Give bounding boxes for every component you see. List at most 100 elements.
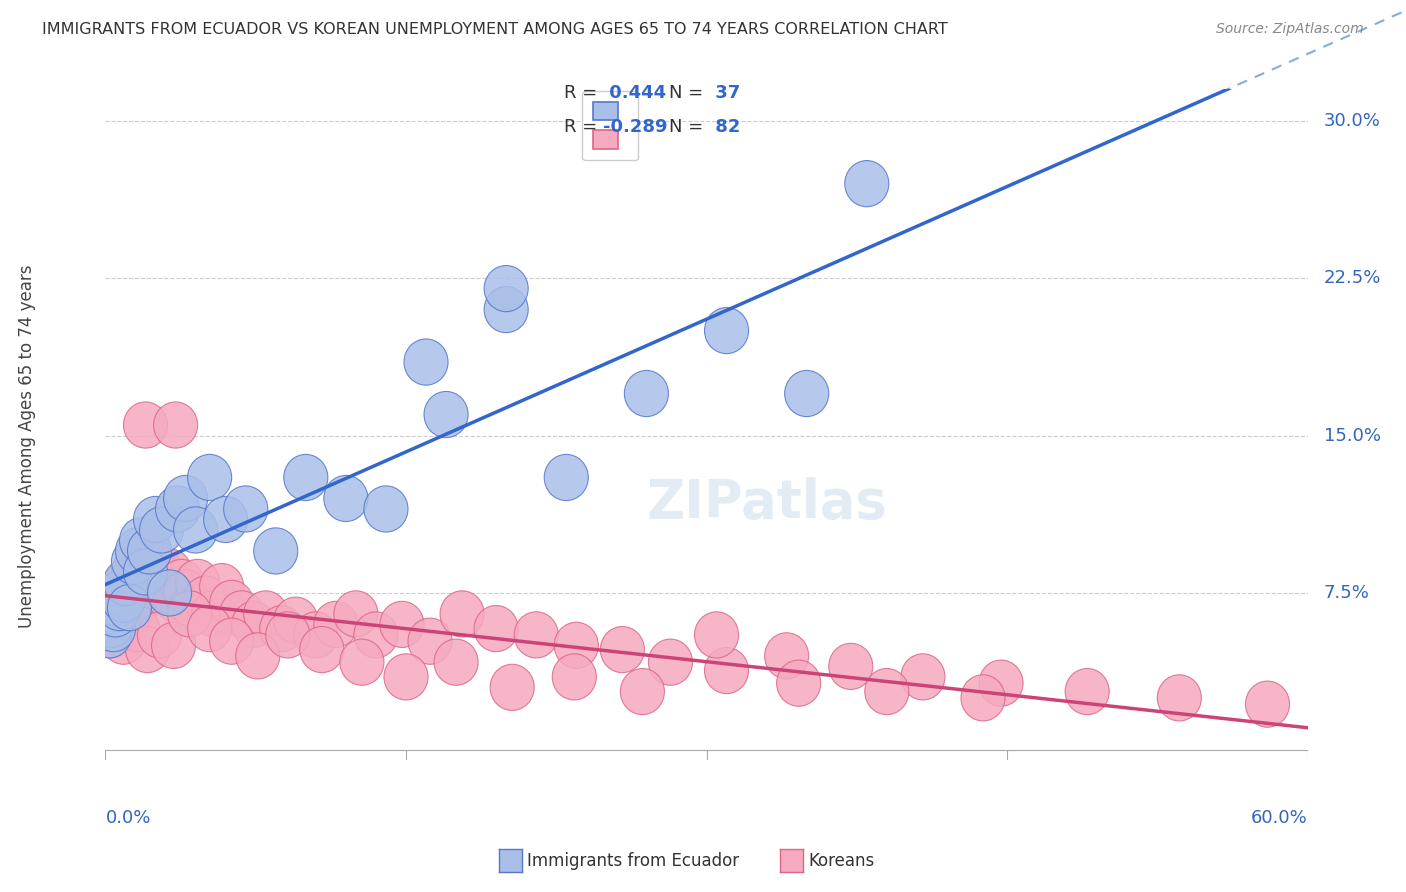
Text: 37: 37 xyxy=(709,84,740,102)
Ellipse shape xyxy=(354,612,398,658)
Ellipse shape xyxy=(704,648,748,694)
Ellipse shape xyxy=(491,665,534,710)
Ellipse shape xyxy=(440,591,484,637)
Ellipse shape xyxy=(120,549,163,595)
Ellipse shape xyxy=(90,612,134,658)
Ellipse shape xyxy=(191,591,236,637)
Ellipse shape xyxy=(544,454,588,500)
Ellipse shape xyxy=(96,581,139,626)
Ellipse shape xyxy=(97,584,142,631)
Ellipse shape xyxy=(224,486,267,532)
Ellipse shape xyxy=(87,606,132,652)
Ellipse shape xyxy=(163,570,208,616)
Ellipse shape xyxy=(115,606,159,652)
Ellipse shape xyxy=(90,597,134,643)
Ellipse shape xyxy=(845,161,889,207)
Ellipse shape xyxy=(156,486,200,532)
Ellipse shape xyxy=(120,517,163,564)
Ellipse shape xyxy=(209,618,253,665)
Ellipse shape xyxy=(107,584,152,631)
Ellipse shape xyxy=(114,564,157,610)
Ellipse shape xyxy=(364,486,408,532)
Text: Unemployment Among Ages 65 to 74 years: Unemployment Among Ages 65 to 74 years xyxy=(18,264,37,628)
Ellipse shape xyxy=(152,623,195,668)
Ellipse shape xyxy=(404,339,449,385)
Ellipse shape xyxy=(153,402,198,448)
Ellipse shape xyxy=(284,454,328,500)
Ellipse shape xyxy=(90,601,134,648)
Ellipse shape xyxy=(153,576,198,623)
Ellipse shape xyxy=(93,601,138,648)
Text: Source: ZipAtlas.com: Source: ZipAtlas.com xyxy=(1216,22,1364,37)
Ellipse shape xyxy=(107,570,152,616)
Ellipse shape xyxy=(299,626,344,673)
Text: IMMIGRANTS FROM ECUADOR VS KOREAN UNEMPLOYMENT AMONG AGES 65 TO 74 YEARS CORRELA: IMMIGRANTS FROM ECUADOR VS KOREAN UNEMPL… xyxy=(42,22,948,37)
Ellipse shape xyxy=(163,475,208,522)
Ellipse shape xyxy=(204,496,247,542)
Ellipse shape xyxy=(474,606,519,652)
Ellipse shape xyxy=(91,606,135,652)
Ellipse shape xyxy=(173,507,218,553)
Ellipse shape xyxy=(97,576,142,623)
Ellipse shape xyxy=(105,559,149,606)
Ellipse shape xyxy=(101,576,146,623)
Ellipse shape xyxy=(232,601,276,648)
Ellipse shape xyxy=(187,606,232,652)
Ellipse shape xyxy=(515,612,558,658)
Ellipse shape xyxy=(620,668,665,714)
Ellipse shape xyxy=(624,370,668,417)
Ellipse shape xyxy=(314,601,359,648)
Ellipse shape xyxy=(111,549,156,595)
Ellipse shape xyxy=(484,266,529,311)
Text: N =: N = xyxy=(669,84,709,102)
Ellipse shape xyxy=(104,591,148,637)
Ellipse shape xyxy=(100,581,143,626)
Ellipse shape xyxy=(901,654,945,700)
Ellipse shape xyxy=(115,539,159,584)
Ellipse shape xyxy=(960,674,1005,721)
Ellipse shape xyxy=(323,475,368,522)
Ellipse shape xyxy=(704,308,748,353)
Ellipse shape xyxy=(107,591,152,637)
Ellipse shape xyxy=(979,660,1024,706)
Ellipse shape xyxy=(128,570,172,616)
Text: N =: N = xyxy=(669,118,709,136)
Ellipse shape xyxy=(219,591,264,637)
Ellipse shape xyxy=(865,668,908,714)
Ellipse shape xyxy=(101,570,146,616)
Ellipse shape xyxy=(260,606,304,652)
Ellipse shape xyxy=(236,632,280,679)
Ellipse shape xyxy=(93,591,138,637)
Ellipse shape xyxy=(274,597,318,643)
Ellipse shape xyxy=(91,591,135,637)
Ellipse shape xyxy=(484,286,529,333)
Text: ZIPatlas: ZIPatlas xyxy=(647,477,887,529)
Ellipse shape xyxy=(425,392,468,438)
Ellipse shape xyxy=(159,559,204,606)
Text: 30.0%: 30.0% xyxy=(1323,112,1381,129)
Ellipse shape xyxy=(104,559,148,606)
Text: 60.0%: 60.0% xyxy=(1251,809,1308,827)
Ellipse shape xyxy=(148,549,191,595)
Ellipse shape xyxy=(115,528,159,574)
Ellipse shape xyxy=(434,639,478,685)
Ellipse shape xyxy=(134,496,177,542)
Ellipse shape xyxy=(139,555,184,601)
Ellipse shape xyxy=(294,612,337,658)
Ellipse shape xyxy=(1066,668,1109,714)
Text: 15.0%: 15.0% xyxy=(1323,426,1381,444)
Text: 7.5%: 7.5% xyxy=(1323,584,1369,602)
Ellipse shape xyxy=(184,576,228,623)
Ellipse shape xyxy=(135,542,180,589)
Ellipse shape xyxy=(408,618,453,665)
Ellipse shape xyxy=(340,639,384,685)
Ellipse shape xyxy=(96,584,139,631)
Ellipse shape xyxy=(200,564,243,610)
Ellipse shape xyxy=(128,528,172,574)
Ellipse shape xyxy=(132,539,176,584)
Text: R =: R = xyxy=(564,118,603,136)
Ellipse shape xyxy=(785,370,828,417)
Ellipse shape xyxy=(380,601,425,648)
Ellipse shape xyxy=(143,564,187,610)
Ellipse shape xyxy=(266,612,309,658)
